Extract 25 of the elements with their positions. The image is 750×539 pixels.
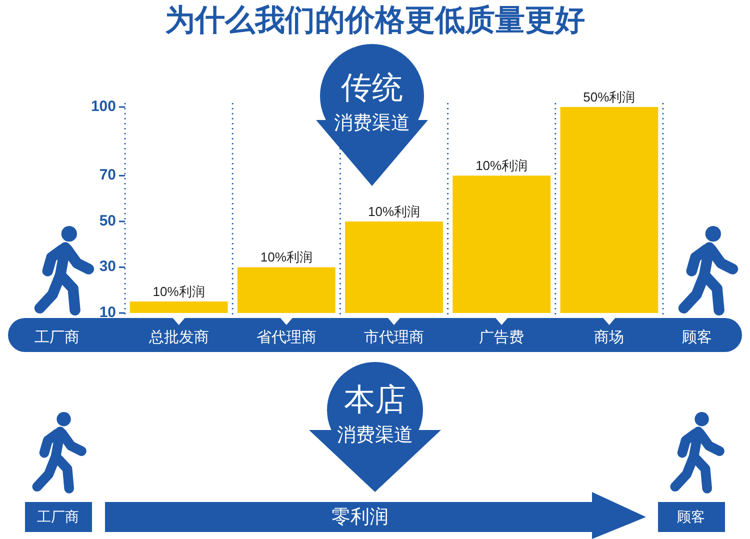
text: 本店 [344,382,406,418]
x-tick-label: 总批发商 [148,328,209,346]
text: 传统 [341,70,403,106]
annotation: 50%利润 [583,89,636,104]
annotation: 10%利润 [368,204,420,219]
text: 工厂商 [34,328,80,346]
x-tick-label: 省代理商 [256,328,316,346]
annotation: 10%利润 [260,250,312,265]
y-tick-label: 70 [99,166,116,184]
y-tick-label: 10 [99,304,116,321]
text: 消费渠道 [337,425,413,446]
text: 顾客 [682,328,712,346]
text: 顾客 [677,508,705,525]
text: 工厂商 [37,508,79,525]
x-tick-label: 商场 [594,328,624,346]
chart-title: 为什么我们的价格更低质量更好 [165,4,585,37]
annotation: 10%利润 [152,284,205,299]
y-tick-label: 100 [90,98,116,115]
y-tick-label: 50 [99,212,116,230]
annotation: 消费渠道 [334,113,410,134]
text: 零利润 [332,506,388,528]
y-tick-label: 30 [99,258,116,276]
x-tick-label: 广告费 [479,328,524,346]
x-tick-label: 市代理商 [364,328,424,346]
annotation: 10%利润 [476,158,528,174]
